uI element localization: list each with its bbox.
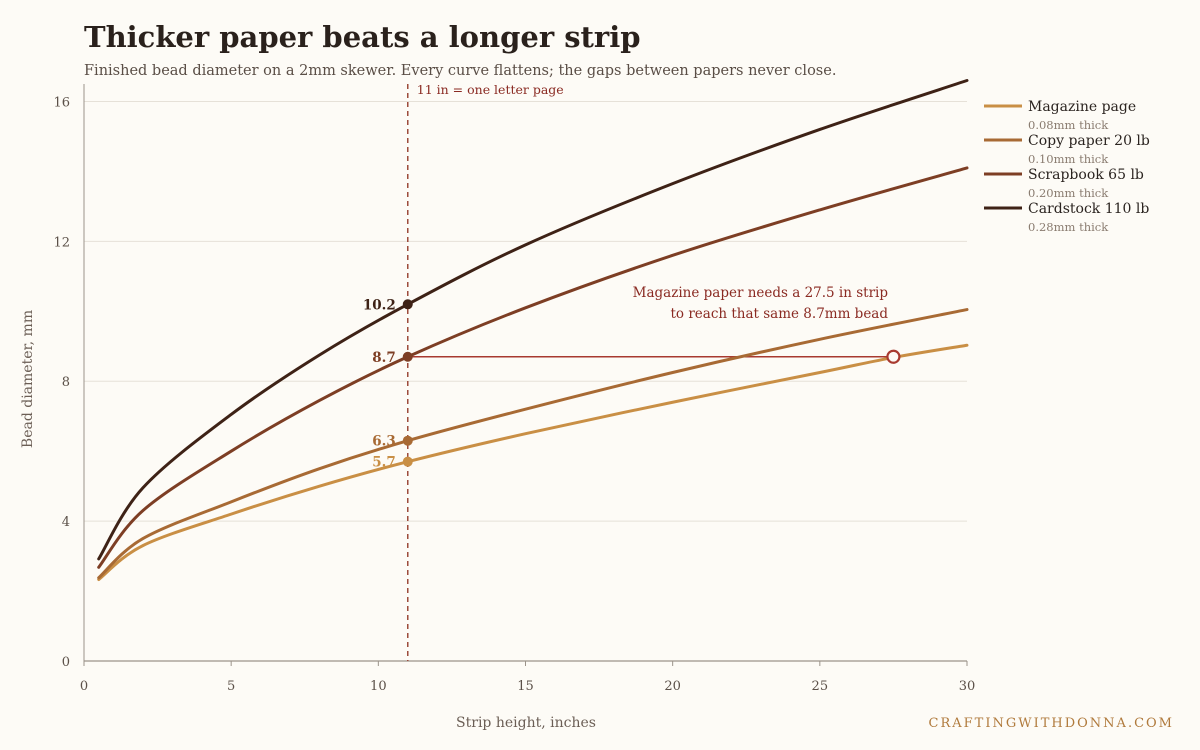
reference-line-label: 11 in = one letter page bbox=[417, 82, 564, 97]
comparison-target-marker bbox=[886, 349, 901, 364]
legend-label-3: Cardstock 110 lb bbox=[1028, 201, 1149, 217]
highlight-label-0: 10.2 bbox=[363, 297, 396, 313]
x-tick-label-20: 20 bbox=[664, 679, 681, 694]
legend-sublabel-3: 0.28mm thick bbox=[1028, 220, 1109, 234]
y-axis-label: Bead diameter, mm bbox=[20, 310, 36, 448]
series-line-2 bbox=[97, 166, 969, 569]
y-tick-label-12: 12 bbox=[53, 235, 70, 250]
highlight-label-2: 6.3 bbox=[372, 434, 396, 450]
y-tick-label-16: 16 bbox=[53, 95, 70, 110]
y-tick-label-0: 0 bbox=[62, 655, 70, 670]
series-line-1 bbox=[97, 308, 969, 580]
grid bbox=[84, 100, 967, 522]
reference-layer: 11 in = one letter page bbox=[407, 82, 894, 661]
x-tick-label-5: 5 bbox=[227, 679, 235, 694]
x-tick-label-30: 30 bbox=[959, 679, 976, 694]
chart-title: Thicker paper beats a longer strip bbox=[84, 20, 641, 54]
axes: 0 4 8 12 16 0 5 10 15 20 25 30 bbox=[53, 84, 975, 694]
series-line-3 bbox=[97, 79, 969, 561]
legend-label-0: Magazine page bbox=[1028, 99, 1136, 115]
highlight-point-2 bbox=[402, 435, 413, 446]
credit-text: CRAFTINGWITHDONNA.COM bbox=[929, 716, 1174, 731]
y-tick-label-8: 8 bbox=[62, 375, 70, 390]
x-tick-label-25: 25 bbox=[812, 679, 829, 694]
x-tick-label-10: 10 bbox=[370, 679, 387, 694]
legend-label-2: Scrapbook 65 lb bbox=[1028, 167, 1144, 183]
y-tick-label-4: 4 bbox=[62, 515, 70, 530]
highlight-label-1: 8.7 bbox=[372, 350, 396, 366]
highlight-point-0 bbox=[402, 299, 413, 310]
legend-sublabel-1: 0.10mm thick bbox=[1028, 152, 1109, 166]
legend-label-1: Copy paper 20 lb bbox=[1028, 133, 1150, 149]
highlight-point-3 bbox=[402, 456, 413, 467]
marker-layer: 10.2 8.7 6.3 5.7 bbox=[363, 297, 901, 471]
x-axis-label: Strip height, inches bbox=[456, 715, 596, 731]
series-line-0 bbox=[97, 343, 969, 582]
highlight-point-1 bbox=[402, 351, 413, 362]
legend-sublabel-2: 0.20mm thick bbox=[1028, 186, 1109, 200]
x-tick-label-0: 0 bbox=[80, 679, 88, 694]
legend-sublabel-0: 0.08mm thick bbox=[1028, 118, 1109, 132]
annotation-line-2: to reach that same 8.7mm bead bbox=[670, 306, 888, 322]
annotation-line-1: Magazine paper needs a 27.5 in strip bbox=[633, 285, 888, 301]
chart-subtitle: Finished bead diameter on a 2mm skewer. … bbox=[84, 63, 836, 79]
highlight-label-3: 5.7 bbox=[372, 455, 396, 471]
series-layer bbox=[97, 79, 969, 582]
x-tick-label-15: 15 bbox=[517, 679, 534, 694]
